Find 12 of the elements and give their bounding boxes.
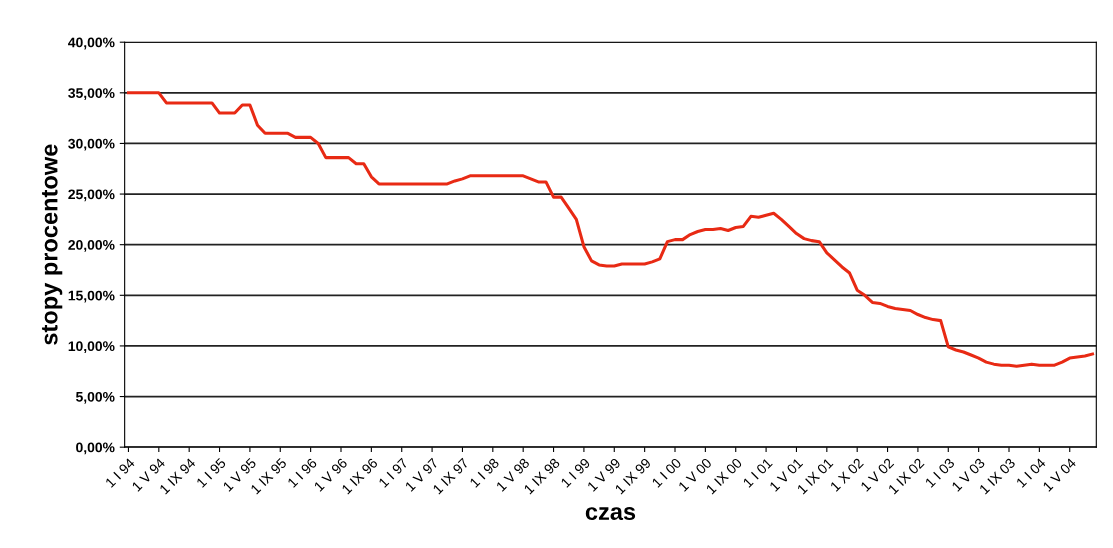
x-axis-title: czas — [585, 507, 636, 521]
y-tick-label: 5,00% — [75, 391, 115, 404]
y-tick-label: 15,00% — [68, 290, 115, 303]
y-tick-label: 35,00% — [68, 88, 115, 100]
y-tick-label: 20,00% — [68, 240, 115, 252]
line-series — [126, 91, 1095, 368]
y-axis-title: stopy procentowe — [41, 144, 63, 345]
y-tick-label: 0,00% — [76, 442, 115, 455]
y-tick-label: 10,00% — [68, 341, 115, 354]
y-tick-label: 30,00% — [68, 138, 115, 151]
y-tick-label: 25,00% — [68, 189, 115, 202]
y-tick-label: 40,00% — [68, 37, 115, 50]
